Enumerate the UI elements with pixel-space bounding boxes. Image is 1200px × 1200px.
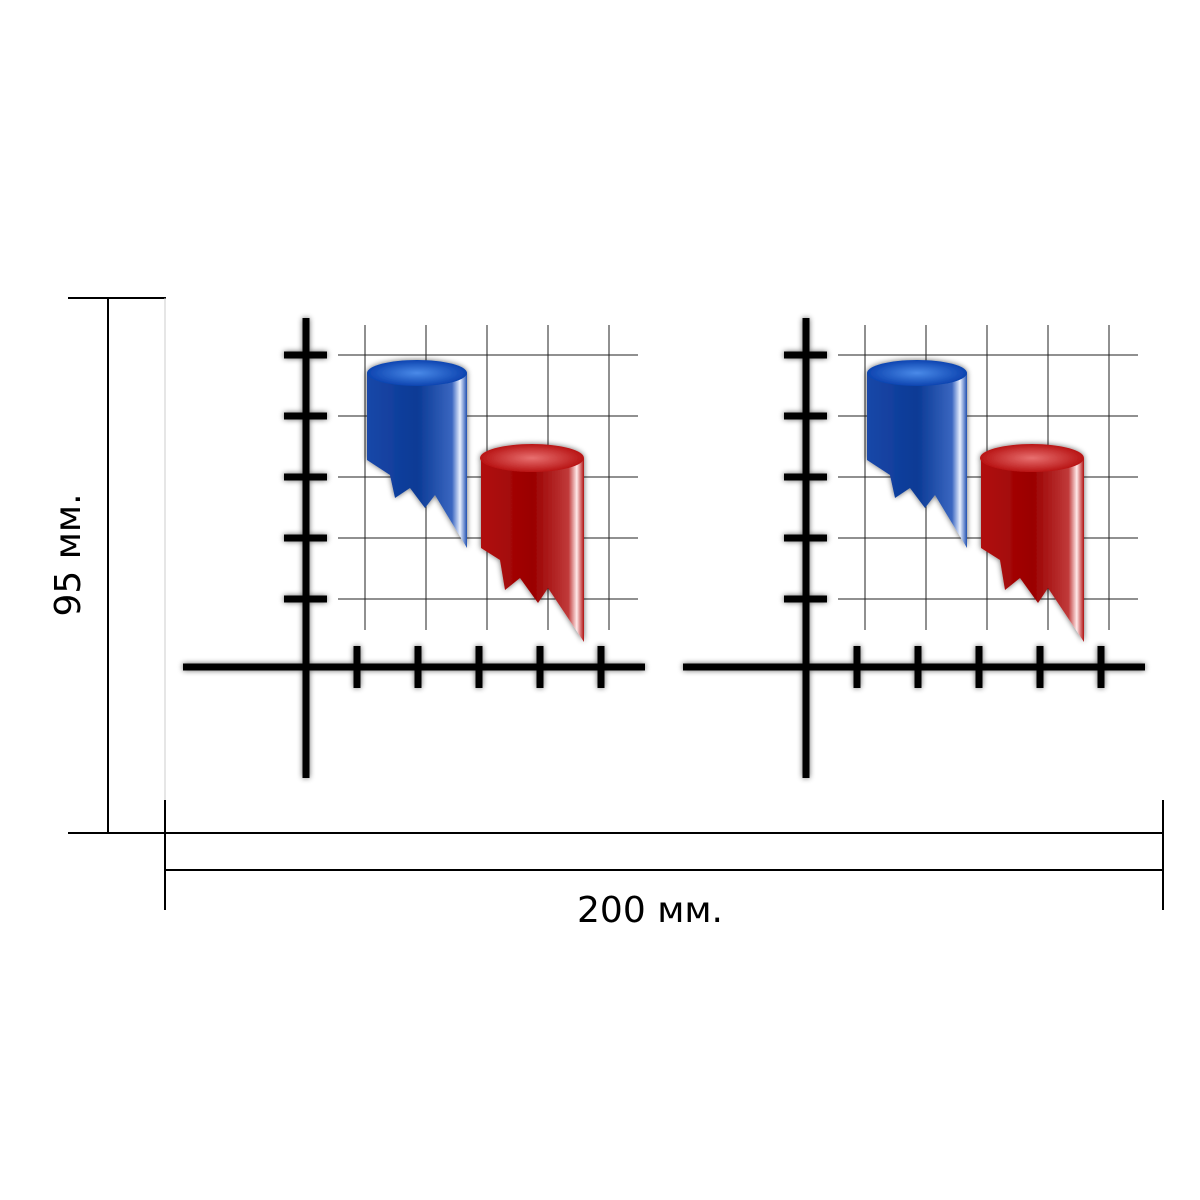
height-label: 95 мм. bbox=[48, 493, 89, 616]
chart-icon-left bbox=[183, 318, 645, 778]
chart-icon-right bbox=[683, 318, 1145, 778]
dimension-lines bbox=[68, 297, 1164, 910]
width-label: 200 мм. bbox=[577, 890, 723, 931]
